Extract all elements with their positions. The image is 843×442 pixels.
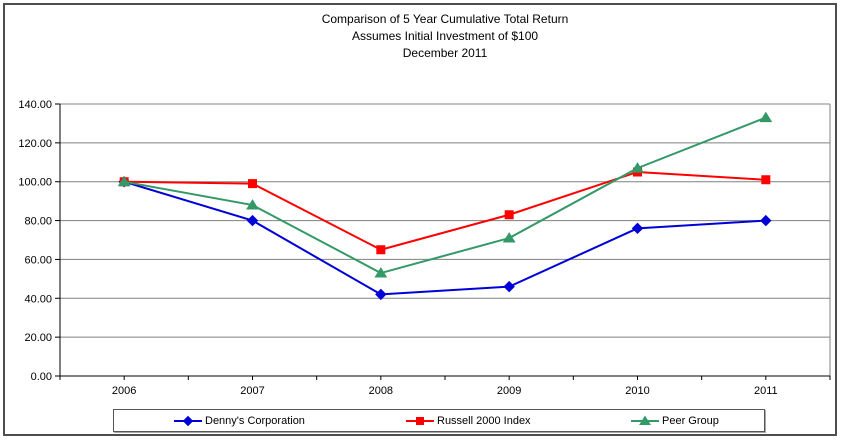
chart-title-line1: Comparison of 5 Year Cumulative Total Re… bbox=[321, 12, 569, 26]
triangle-icon bbox=[631, 415, 659, 425]
legend-swatch-marker bbox=[639, 415, 651, 425]
triangle-marker-peer-group bbox=[759, 111, 773, 123]
diamond-marker-denny-s-corporation bbox=[375, 288, 387, 301]
triangle-marker-peer-group bbox=[374, 267, 388, 278]
diamond-icon bbox=[174, 415, 202, 426]
legend-item-russell-2000-index: Russell 2000 Index bbox=[406, 410, 531, 431]
x-axis-tick-label: 2010 bbox=[625, 385, 649, 397]
chart-title: Comparison of 5 Year Cumulative Total Re… bbox=[60, 11, 830, 62]
square-marker-russell-2000-index bbox=[376, 245, 386, 255]
triangle-marker-peer-group bbox=[631, 162, 644, 173]
square-marker-russell-2000-index bbox=[761, 175, 771, 185]
legend-item-peer-group: Peer Group bbox=[631, 410, 719, 431]
y-axis-tick-label: 20.00 bbox=[24, 332, 52, 344]
y-axis-tick-label: 40.00 bbox=[24, 293, 52, 305]
legend: Denny's Corporation Russell 2000 Index Pee… bbox=[113, 409, 765, 432]
series-line-peer-group bbox=[123, 116, 767, 275]
square-marker-russell-2000-index bbox=[248, 179, 257, 189]
legend-label-denny-s-corporation: Denny's Corporation bbox=[205, 414, 305, 427]
triangle-marker-peer-group bbox=[117, 175, 131, 187]
legend-item-denny-s-corporation: Denny's Corporation bbox=[174, 410, 305, 431]
chart-title-line3: December 2011 bbox=[402, 46, 488, 60]
series-line-denny-s-corporation bbox=[123, 180, 766, 296]
y-axis-tick-label: 80.00 bbox=[24, 216, 52, 228]
y-axis-tick-label: 120.00 bbox=[18, 138, 52, 150]
series-line-russell-2000-index bbox=[124, 170, 766, 251]
y-axis-tick-label: 0.00 bbox=[31, 371, 52, 383]
x-axis-tick-label: 2011 bbox=[754, 385, 778, 397]
chart-title-line2: Assumes Initial Investment of $100 bbox=[351, 29, 539, 43]
square-marker-russell-2000-index bbox=[504, 210, 514, 220]
x-axis-tick-label: 2006 bbox=[112, 385, 136, 397]
y-axis-tick-label: 60.00 bbox=[24, 254, 52, 266]
x-axis-tick-label: 2007 bbox=[240, 385, 264, 397]
diamond-marker-denny-s-corporation bbox=[503, 280, 515, 293]
legend-label-russell-2000-index: Russell 2000 Index bbox=[437, 414, 531, 427]
square-icon bbox=[406, 416, 434, 425]
x-axis-tick-label: 2008 bbox=[369, 385, 393, 397]
diamond-marker-denny-s-corporation bbox=[760, 214, 772, 227]
y-axis-tick-label: 100.00 bbox=[18, 177, 52, 189]
y-axis-tick-label: 140.00 bbox=[18, 99, 52, 111]
triangle-marker-peer-group bbox=[502, 232, 516, 243]
diamond-marker-denny-s-corporation bbox=[246, 214, 259, 227]
legend-swatch-marker bbox=[182, 415, 194, 426]
legend-swatch-marker bbox=[416, 416, 424, 425]
triangle-marker-peer-group bbox=[246, 199, 259, 210]
x-axis-tick-label: 2009 bbox=[497, 385, 521, 397]
legend-label-peer-group: Peer Group bbox=[662, 414, 719, 427]
diamond-marker-denny-s-corporation bbox=[631, 222, 644, 235]
